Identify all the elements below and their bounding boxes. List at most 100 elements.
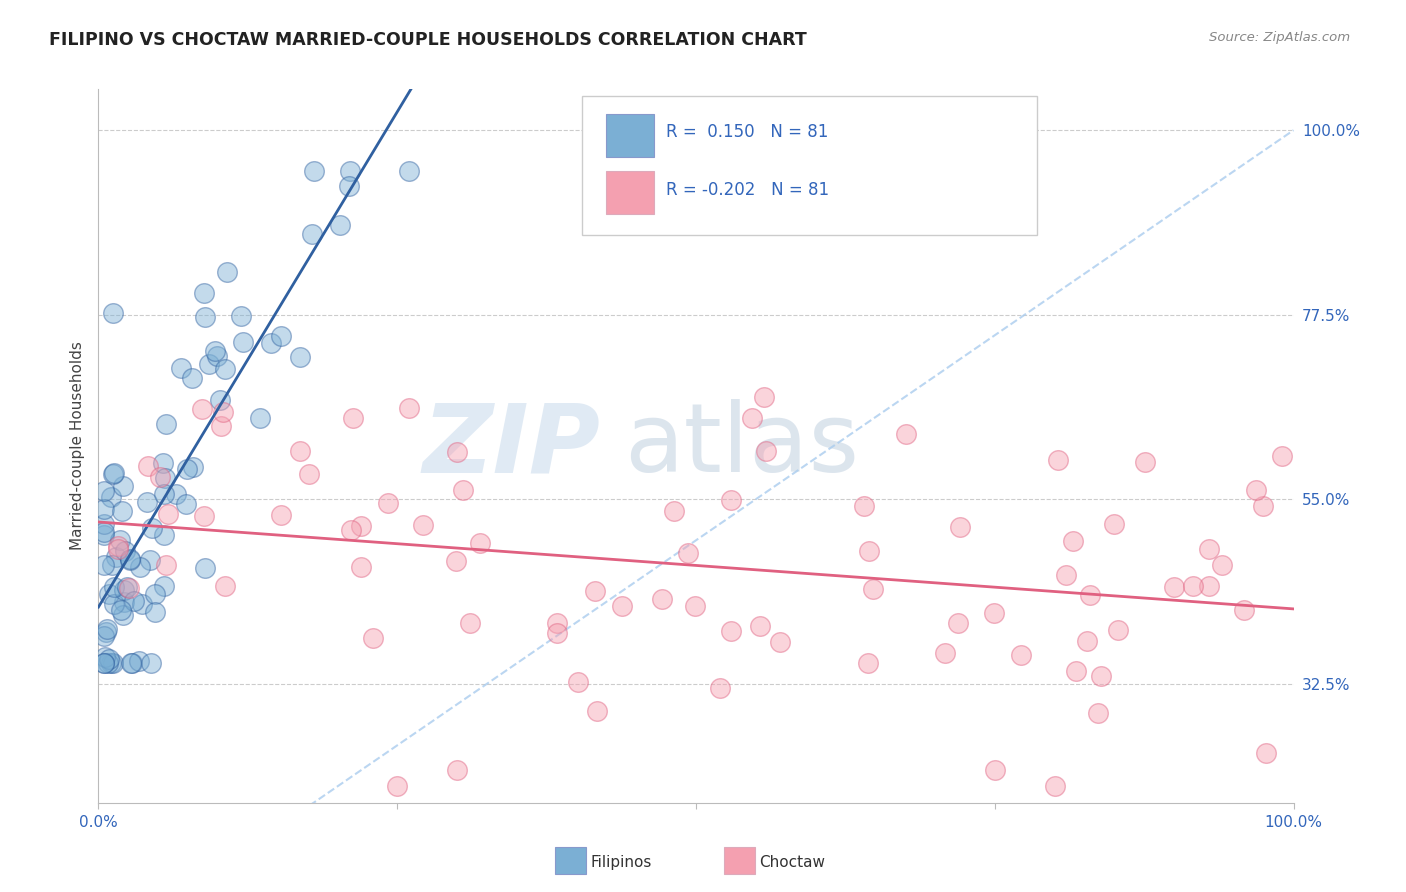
Point: [214, 362, 236, 376]
Point: [93, 629, 115, 643]
Point: [259, 335, 281, 350]
Point: [193, 285, 215, 300]
Point: [1244, 483, 1267, 497]
Point: [136, 494, 159, 508]
Point: [894, 427, 917, 442]
Point: [350, 560, 373, 574]
Point: [115, 580, 138, 594]
Point: [676, 546, 699, 560]
Point: [946, 615, 969, 630]
Point: [129, 559, 152, 574]
Point: [208, 392, 231, 407]
Point: [329, 218, 352, 232]
Point: [232, 335, 254, 350]
Point: [1211, 558, 1233, 572]
Point: [1107, 624, 1129, 638]
Point: [340, 523, 363, 537]
Point: [451, 483, 474, 497]
Point: [720, 492, 742, 507]
Text: Choctaw: Choctaw: [759, 855, 825, 870]
Point: [118, 581, 141, 595]
Point: [1078, 588, 1101, 602]
Point: [100, 657, 122, 671]
Point: [583, 584, 606, 599]
Point: [101, 467, 124, 481]
Point: [94, 649, 117, 664]
Point: [104, 549, 127, 564]
Point: [193, 508, 215, 523]
Point: [131, 597, 153, 611]
Point: [93, 657, 115, 671]
Point: [143, 605, 166, 619]
Point: [193, 310, 215, 324]
Point: [98, 652, 121, 666]
Point: [128, 654, 150, 668]
Point: [194, 561, 217, 575]
Point: [858, 543, 880, 558]
Point: [546, 626, 568, 640]
Point: [215, 265, 238, 279]
Point: [249, 411, 271, 425]
Point: [297, 467, 319, 482]
Point: [93, 558, 115, 572]
Point: [93, 502, 115, 516]
Point: [108, 533, 131, 548]
Point: [398, 164, 420, 178]
Point: [141, 520, 163, 534]
Point: [398, 401, 420, 416]
Point: [107, 539, 129, 553]
Point: [96, 622, 118, 636]
Point: [741, 410, 763, 425]
Point: [856, 657, 879, 671]
Point: [984, 763, 1007, 777]
Point: [191, 402, 214, 417]
Point: [153, 528, 176, 542]
Point: [112, 608, 135, 623]
Point: [270, 329, 292, 343]
Point: [342, 411, 364, 425]
Point: [1251, 499, 1274, 513]
Point: [176, 497, 198, 511]
Point: [1046, 452, 1069, 467]
Point: [121, 657, 143, 671]
Point: [197, 357, 219, 371]
Point: [181, 459, 204, 474]
Point: [93, 657, 115, 671]
Point: [1064, 664, 1087, 678]
Point: [1090, 669, 1112, 683]
Point: [749, 619, 772, 633]
Point: [385, 780, 409, 794]
Point: [852, 499, 875, 513]
Point: [120, 657, 142, 671]
Point: [446, 763, 468, 777]
Point: [446, 444, 468, 458]
Point: [1271, 449, 1294, 463]
Point: [143, 587, 166, 601]
Point: [304, 164, 326, 178]
Point: [983, 606, 1005, 620]
Point: [612, 599, 634, 613]
Point: [214, 579, 236, 593]
Point: [170, 360, 193, 375]
Point: [153, 579, 176, 593]
Point: [377, 496, 399, 510]
Point: [157, 507, 180, 521]
Point: [165, 487, 187, 501]
Point: [288, 444, 311, 458]
Point: [1054, 568, 1077, 582]
Point: [1010, 648, 1032, 662]
Point: [176, 462, 198, 476]
Point: [122, 593, 145, 607]
Point: [1182, 579, 1205, 593]
Point: [949, 520, 972, 534]
Point: [107, 541, 129, 556]
Point: [1254, 747, 1277, 761]
Point: [101, 657, 124, 671]
Point: [149, 470, 172, 484]
Point: [93, 517, 115, 532]
Point: [1198, 542, 1220, 557]
Point: [444, 554, 467, 568]
Point: [1062, 534, 1084, 549]
Point: [683, 599, 706, 614]
Text: ZIP: ZIP: [422, 400, 600, 492]
